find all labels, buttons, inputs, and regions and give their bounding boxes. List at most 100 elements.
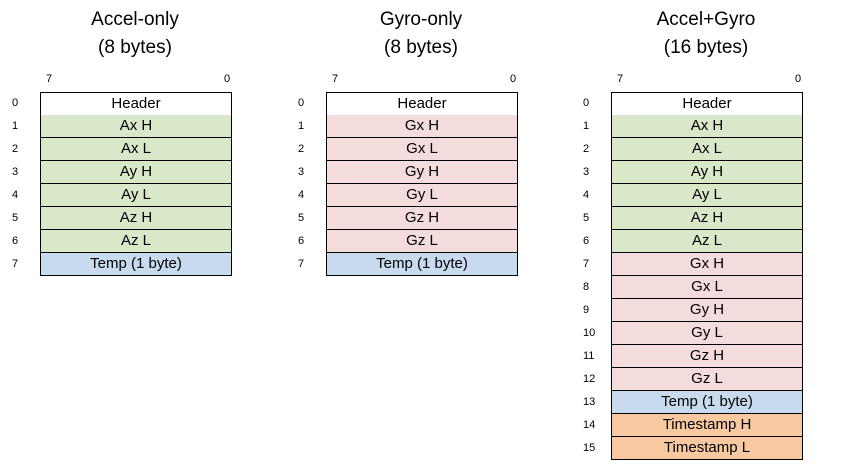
register-row: 7 Temp (1 byte) [298, 253, 538, 276]
register-row: 4 Ay L [12, 184, 252, 207]
byte-index: 3 [583, 166, 590, 178]
register-cell-accel: Az H [40, 207, 232, 230]
register-cell-accel: Ay H [40, 161, 232, 184]
byte-index: 12 [583, 373, 596, 385]
byte-index: 0 [12, 97, 19, 109]
register-cell-gyro: Gy L [326, 184, 518, 207]
register-row: 0 Header [298, 92, 538, 116]
register-row: 4 Gy L [298, 184, 538, 207]
byte-index: 7 [583, 258, 590, 270]
register-cell-gyro: Gy H [326, 161, 518, 184]
packet-title: Gyro-only [379, 9, 463, 30]
register-row: 12 Gz L [583, 368, 823, 391]
register-table: 0 Header 1 Gx H 2 Gx L 3 Gy H 4 Gy L 5 Gz H 6 Gz L 7 Te… [298, 92, 538, 276]
byte-index: 7 [12, 258, 19, 270]
register-row: 3 Ay H [12, 161, 252, 184]
register-row: 9 Gy H [583, 299, 823, 322]
register-row: 3 Gy H [298, 161, 538, 184]
register-row: 6 Gz L [298, 230, 538, 253]
register-row: 7 Gx H [583, 253, 823, 276]
register-cell-header: Header [611, 92, 803, 116]
byte-index: 11 [583, 350, 595, 362]
byte-index: 6 [298, 235, 305, 247]
register-row: 6 Az L [12, 230, 252, 253]
byte-index: 13 [583, 396, 596, 408]
byte-index: 6 [583, 235, 590, 247]
byte-index: 5 [298, 212, 305, 224]
register-cell-accel: Az L [40, 230, 232, 253]
register-cell-timestamp: Timestamp L [611, 437, 803, 460]
packet-title: Accel-only [91, 9, 179, 30]
bit-label-lsb: 0 [795, 73, 802, 85]
byte-index: 3 [12, 166, 19, 178]
register-row: 4 Ay L [583, 184, 823, 207]
register-cell-accel: Az L [611, 230, 803, 253]
register-cell-gyro: Gz L [611, 368, 803, 391]
register-cell-temp: Temp (1 byte) [40, 253, 232, 276]
register-row: 13 Temp (1 byte) [583, 391, 823, 414]
register-row: 3 Ay H [583, 161, 823, 184]
byte-index: 5 [583, 212, 590, 224]
register-row: 1 Ax H [12, 115, 252, 138]
register-cell-timestamp: Timestamp H [611, 414, 803, 437]
register-cell-gyro: Gx H [326, 115, 518, 138]
byte-index: 5 [12, 212, 19, 224]
byte-index: 4 [12, 189, 19, 201]
packet-size: (8 bytes) [98, 37, 172, 58]
register-cell-accel: Ax H [611, 115, 803, 138]
register-row: 5 Gz H [298, 207, 538, 230]
register-row: 8 Gx L [583, 276, 823, 299]
register-row: 2 Gx L [298, 138, 538, 161]
register-cell-gyro: Gz H [326, 207, 518, 230]
register-cell-accel: Ax H [40, 115, 232, 138]
byte-index: 2 [12, 143, 19, 155]
register-row: 2 Ax L [12, 138, 252, 161]
register-row: 14 Timestamp H [583, 414, 823, 437]
packet-size: (16 bytes) [663, 37, 749, 58]
register-cell-temp: Temp (1 byte) [611, 391, 803, 414]
byte-index: 6 [12, 235, 19, 247]
register-table: 0 Header 1 Ax H 2 Ax L 3 Ay H 4 Ay L 5 Az H 6 Az L 7 Gx… [583, 92, 823, 460]
register-row: 2 Ax L [583, 138, 823, 161]
register-cell-gyro: Gy H [611, 299, 803, 322]
register-cell-accel: Ay L [40, 184, 232, 207]
register-cell-temp: Temp (1 byte) [326, 253, 518, 276]
byte-index: 7 [298, 258, 305, 270]
register-cell-gyro: Gz L [326, 230, 518, 253]
byte-index: 4 [298, 189, 305, 201]
byte-index: 14 [583, 419, 596, 431]
byte-index: 2 [298, 143, 305, 155]
register-table: 0 Header 1 Ax H 2 Ax L 3 Ay H 4 Ay L 5 Az H 6 Az L 7 Te… [12, 92, 252, 276]
register-row: 6 Az L [583, 230, 823, 253]
byte-index: 0 [298, 97, 305, 109]
register-cell-header: Header [326, 92, 518, 116]
bit-label-msb: 7 [332, 73, 339, 85]
register-cell-accel: Ax L [611, 138, 803, 161]
byte-index: 1 [12, 120, 19, 132]
register-row: 11 Gz H [583, 345, 823, 368]
byte-index: 3 [298, 166, 305, 178]
bit-label-msb: 7 [617, 73, 624, 85]
byte-index: 15 [583, 442, 596, 454]
byte-index: 9 [583, 304, 590, 316]
byte-index: 2 [583, 143, 590, 155]
register-cell-accel: Ay H [611, 161, 803, 184]
register-cell-gyro: Gy L [611, 322, 803, 345]
register-cell-accel: Az H [611, 207, 803, 230]
register-row: 0 Header [12, 92, 252, 116]
register-cell-accel: Ax L [40, 138, 232, 161]
register-row: 1 Ax H [583, 115, 823, 138]
byte-index: 8 [583, 281, 590, 293]
register-cell-gyro: Gx H [611, 253, 803, 276]
bit-label-lsb: 0 [224, 73, 231, 85]
register-row: 5 Az H [12, 207, 252, 230]
packet-size: (8 bytes) [384, 37, 458, 58]
byte-index: 10 [583, 327, 596, 339]
register-cell-header: Header [40, 92, 232, 116]
register-cell-accel: Ay L [611, 184, 803, 207]
register-row: 10 Gy L [583, 322, 823, 345]
bit-label-msb: 7 [46, 73, 53, 85]
packet-title: Accel+Gyro [656, 9, 756, 30]
byte-index: 1 [298, 120, 305, 132]
byte-index: 4 [583, 189, 590, 201]
